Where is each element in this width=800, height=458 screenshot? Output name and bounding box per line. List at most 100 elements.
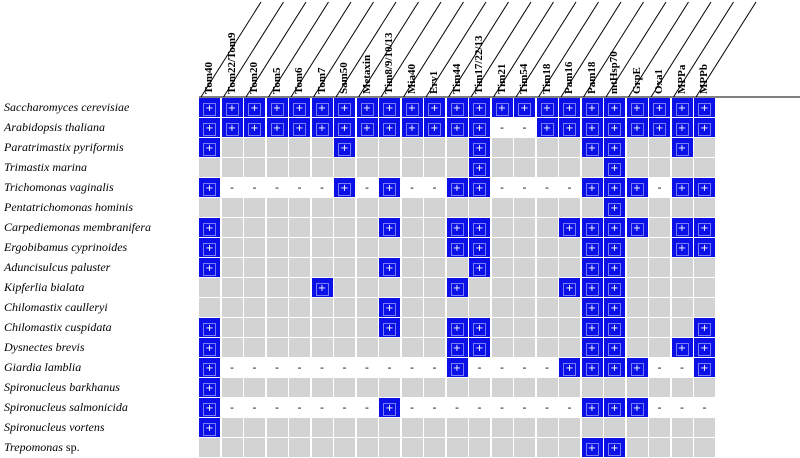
cell-present: + <box>604 298 625 317</box>
cell-unknown <box>401 338 423 357</box>
present-mark: + <box>675 343 689 356</box>
cell-present: + <box>604 398 625 417</box>
present-mark: + <box>473 163 486 176</box>
cell-present: + <box>626 118 648 137</box>
cell-unknown <box>671 298 693 317</box>
cell-unknown <box>424 158 445 177</box>
present-mark: + <box>450 103 464 116</box>
cell-unknown <box>446 418 468 437</box>
present-mark: + <box>270 103 284 116</box>
cell-present: + <box>581 338 603 357</box>
cell-unknown <box>221 338 243 357</box>
cell-unknown <box>649 158 670 177</box>
species-name: Chilomastix cuspidata <box>4 320 112 334</box>
present-mark: + <box>203 103 216 116</box>
cell-absent: - <box>514 398 535 417</box>
table-row: Spironucleus vortens + <box>0 418 800 437</box>
present-mark: + <box>630 403 644 416</box>
cell-unknown <box>446 198 468 217</box>
present-mark: + <box>653 123 666 136</box>
cell-unknown <box>671 318 693 337</box>
cell-absent: - <box>536 178 558 197</box>
cell-absent: - <box>266 398 288 417</box>
cell-unknown <box>626 438 648 457</box>
cell-unknown <box>424 198 445 217</box>
cell-absent: - <box>401 358 423 377</box>
present-mark: + <box>540 123 554 136</box>
cell-unknown <box>289 298 310 317</box>
cell-unknown <box>671 258 693 277</box>
cell-present: + <box>604 158 625 177</box>
present-mark: + <box>473 323 486 336</box>
cell-unknown <box>199 278 220 297</box>
cell-absent: - <box>491 358 513 377</box>
cell-unknown <box>221 278 243 297</box>
cell-unknown <box>401 378 423 397</box>
table-row: Spironucleus salmonicida + - - - - - - - + - - - - - - -… <box>0 398 800 417</box>
cell-unknown <box>446 298 468 317</box>
cell-unknown <box>649 318 670 337</box>
header-divider <box>358 1 419 98</box>
present-mark: + <box>450 363 464 376</box>
cell-unknown <box>356 338 378 357</box>
cell-unknown <box>334 378 355 397</box>
present-mark: + <box>630 103 644 116</box>
cell-unknown <box>671 198 693 217</box>
present-mark: + <box>698 223 711 236</box>
cell-unknown <box>401 238 423 257</box>
cell-absent: - <box>266 358 288 377</box>
cell-present: + <box>694 98 715 117</box>
cell-unknown <box>649 238 670 257</box>
present-mark: + <box>405 123 419 136</box>
present-mark: + <box>563 363 576 376</box>
cell-unknown <box>266 378 288 397</box>
cell-unknown <box>424 278 445 297</box>
column-label: Tom22/Tom9 <box>225 32 238 94</box>
species-name: Saccharomyces cerevisiae <box>4 100 130 114</box>
cell-absent: - <box>649 398 670 417</box>
cell-unknown <box>221 198 243 217</box>
cell-unknown <box>356 378 378 397</box>
cell-unknown <box>266 278 288 297</box>
cell-unknown <box>469 418 490 437</box>
present-mark: + <box>473 243 486 256</box>
present-mark: + <box>405 103 419 116</box>
header-divider <box>493 1 554 98</box>
cell-unknown <box>289 258 310 277</box>
cell-absent: - <box>289 358 310 377</box>
cell-present: + <box>221 118 243 137</box>
header-divider <box>425 1 487 98</box>
column-label: GrpE <box>630 67 643 94</box>
column-label: Tim17/22/13 <box>473 35 485 94</box>
cell-present: + <box>581 178 603 197</box>
cell-present: + <box>604 318 625 337</box>
cell-present: + <box>469 258 490 277</box>
cell-unknown <box>311 138 333 157</box>
cell-unknown <box>536 338 558 357</box>
cell-unknown <box>514 138 535 157</box>
cell-unknown <box>491 218 513 237</box>
cell-present: + <box>446 238 468 257</box>
present-mark: + <box>608 403 621 416</box>
cell-unknown <box>244 138 265 157</box>
present-mark: + <box>450 243 464 256</box>
column-label: Oxa1 <box>653 68 665 94</box>
cell-unknown <box>536 238 558 257</box>
cell-unknown <box>356 418 378 437</box>
cell-present: + <box>671 238 693 257</box>
cell-unknown <box>626 198 648 217</box>
species-label: Kipferlia bialata <box>4 278 84 297</box>
cell-absent: - <box>446 398 468 417</box>
table-row: Aduncisulcus paluster + + + + + <box>0 258 800 277</box>
cell-absent: - <box>311 358 333 377</box>
cell-unknown <box>289 438 310 457</box>
cell-unknown <box>559 198 580 217</box>
present-mark: + <box>608 223 621 236</box>
cell-present: + <box>446 118 468 137</box>
cell-unknown <box>401 418 423 437</box>
cell-absent: - <box>221 398 243 417</box>
cell-present: + <box>221 98 243 117</box>
present-mark: + <box>585 143 599 156</box>
cell-unknown <box>311 238 333 257</box>
cell-unknown <box>559 138 580 157</box>
